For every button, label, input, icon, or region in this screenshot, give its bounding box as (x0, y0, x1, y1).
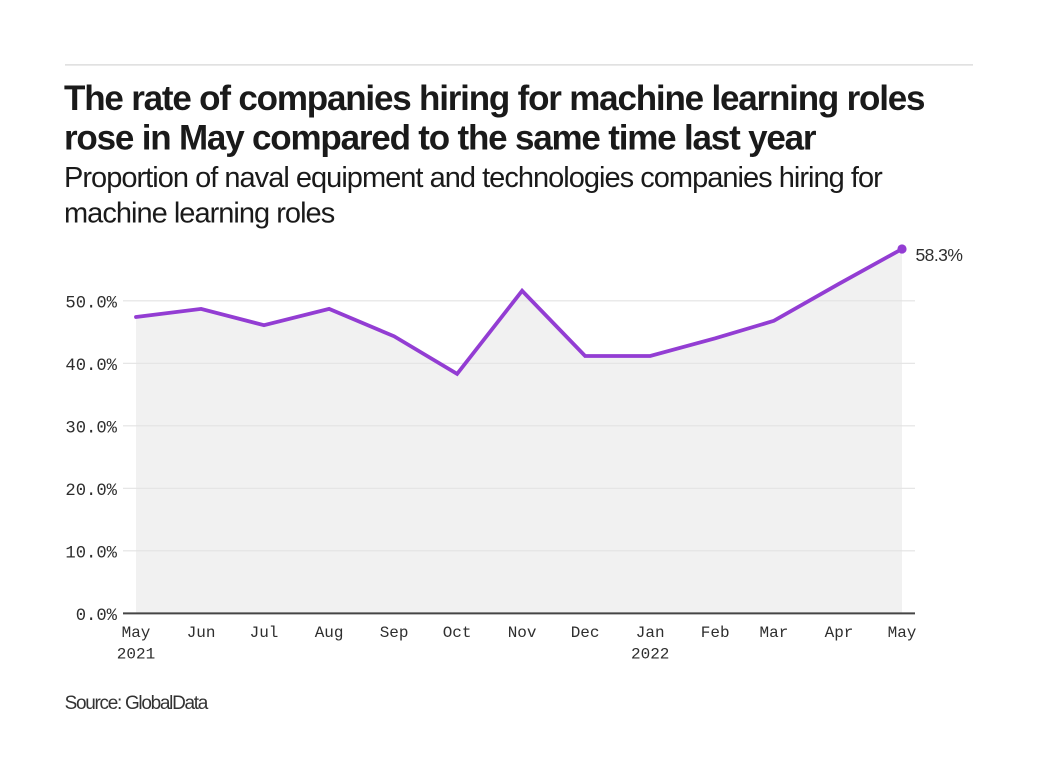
svg-text:Apr: Apr (825, 624, 854, 642)
svg-text:rose in May compared to the sa: rose in May compared to the same time la… (64, 118, 817, 157)
svg-text:Jun: Jun (187, 624, 216, 642)
svg-text:2021: 2021 (117, 646, 155, 664)
svg-text:Jan: Jan (636, 624, 665, 642)
svg-text:Aug: Aug (315, 624, 344, 642)
svg-text:10.0%: 10.0% (65, 544, 117, 563)
svg-text:50.0%: 50.0% (65, 294, 117, 313)
svg-text:Nov: Nov (508, 624, 537, 642)
svg-text:Sep: Sep (380, 624, 409, 642)
svg-text:Dec: Dec (571, 624, 600, 642)
svg-text:Proportion of naval equipment: Proportion of naval equipment and techno… (64, 162, 883, 194)
svg-text:58.3%: 58.3% (916, 245, 963, 265)
svg-text:Jul: Jul (250, 624, 279, 642)
svg-text:Source: GlobalData: Source: GlobalData (65, 693, 209, 714)
svg-text:30.0%: 30.0% (65, 419, 117, 438)
svg-text:0.0%: 0.0% (76, 607, 118, 626)
svg-text:Feb: Feb (701, 624, 730, 642)
svg-text:May: May (888, 624, 917, 642)
svg-text:Mar: Mar (759, 624, 788, 642)
svg-text:May: May (122, 624, 151, 642)
svg-text:2022: 2022 (631, 646, 669, 664)
svg-text:The rate of companies hiring f: The rate of companies hiring for machine… (64, 79, 925, 118)
svg-text:machine learning roles: machine learning roles (64, 198, 335, 230)
svg-text:20.0%: 20.0% (65, 482, 117, 501)
svg-text:Oct: Oct (443, 624, 472, 642)
svg-text:40.0%: 40.0% (65, 357, 117, 376)
